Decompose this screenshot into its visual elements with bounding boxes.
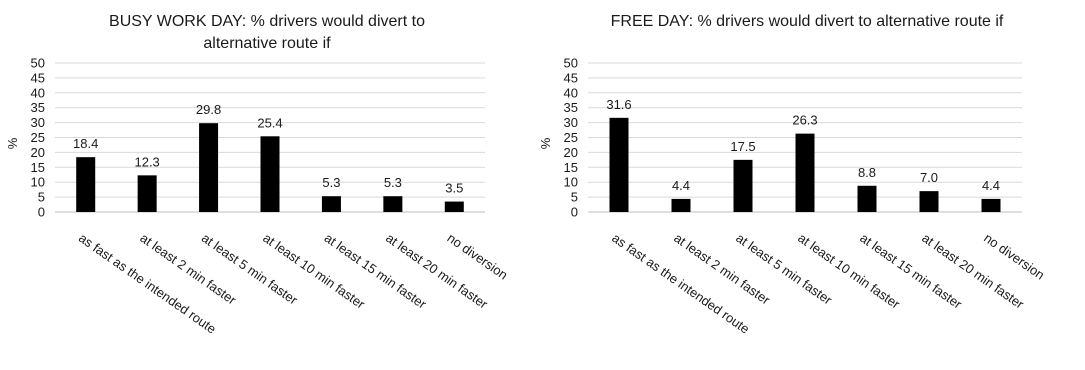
category-label: at least 15 min faster [322,230,430,312]
y-tick-label: 0 [571,205,578,220]
y-tick-label: 40 [564,85,578,100]
y-tick-label: 25 [564,130,578,145]
y-tick-label: 45 [31,70,45,85]
bar [857,185,877,212]
bar [321,196,341,212]
data-label: 17.5 [730,139,755,154]
y-tick-label: 5 [38,190,45,205]
bar [444,201,464,212]
y-tick-label: 45 [564,70,578,85]
y-tick-label: 10 [31,175,45,190]
chart-title-line: FREE DAY: % drivers would divert to alte… [611,13,1004,30]
data-label: 31.6 [606,97,631,112]
bar [981,198,1001,212]
y-tick-label: 20 [31,145,45,160]
category-label: at least 20 min faster [383,230,491,312]
bar [919,191,939,212]
data-label: 18.4 [73,136,98,151]
y-tick-label: 50 [564,56,578,71]
y-tick-label: 40 [31,85,45,100]
chart-title-line: BUSY WORK DAY: % drivers would divert to [109,13,425,30]
data-label: 5.3 [322,175,340,190]
data-label: 26.3 [792,113,817,128]
y-tick-label: 35 [564,100,578,115]
category-label: at least 15 min faster [857,230,965,312]
y-tick-label: 30 [31,115,45,130]
y-tick-label: 15 [564,160,578,175]
chart-title-line: alternative route if [203,35,331,52]
bar [199,123,219,212]
y-tick-label: 10 [564,175,578,190]
data-label: 12.3 [134,154,159,169]
data-label: 4.4 [672,178,690,193]
category-label: at least 20 min faster [919,230,1027,312]
data-label: 4.4 [982,178,1000,193]
data-label: 3.5 [445,181,463,196]
bar [671,198,691,212]
y-tick-label: 20 [564,145,578,160]
y-tick-label: 50 [31,56,45,71]
y-tick-label: 5 [571,190,578,205]
y-tick-label: 15 [31,160,45,175]
y-tick-label: 0 [38,205,45,220]
data-label: 8.8 [858,165,876,180]
category-label: at least 10 min faster [260,230,368,312]
y-tick-label: 30 [564,115,578,130]
chart-free-day: FREE DAY: % drivers would divert to alte… [538,13,1047,337]
y-axis-label: % [5,137,20,149]
chart-busy-work-day: BUSY WORK DAY: % drivers would divert to… [5,13,511,337]
bar [76,157,96,212]
data-label: 5.3 [384,175,402,190]
y-tick-label: 35 [31,100,45,115]
data-label: 29.8 [196,102,221,117]
bar [733,159,753,212]
data-label: 25.4 [257,115,282,130]
y-tick-label: 25 [31,130,45,145]
category-label: at least 10 min faster [795,230,903,312]
bar [795,133,815,212]
y-axis-label: % [538,137,553,149]
data-label: 7.0 [920,170,938,185]
bar [383,196,403,212]
bar [609,117,629,212]
bar [260,136,280,212]
bar [137,175,157,212]
